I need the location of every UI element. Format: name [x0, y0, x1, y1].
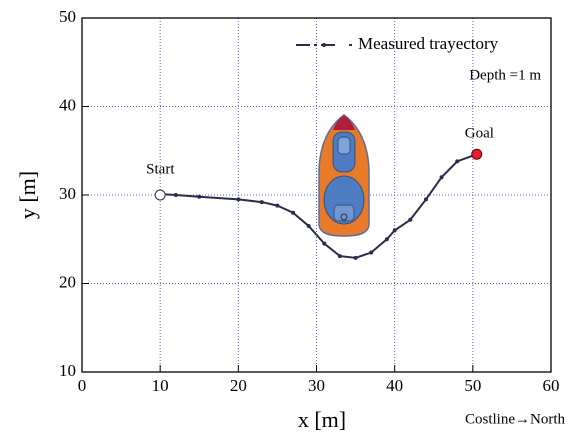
- trajectory-point: [322, 241, 327, 246]
- trajectory-point: [353, 255, 358, 260]
- trajectory-point: [259, 200, 264, 205]
- y-tick-label: 10: [59, 361, 76, 380]
- x-tick-label: 40: [386, 376, 403, 395]
- x-axis-label: x [m]: [298, 407, 346, 432]
- start-label: Start: [146, 161, 175, 177]
- trajectory-point: [306, 223, 311, 228]
- goal-marker: [471, 148, 483, 160]
- direction-note: Costline→North: [465, 411, 565, 427]
- trajectory-point: [423, 197, 428, 202]
- trajectory-point: [408, 217, 413, 222]
- y-tick-label: 40: [59, 95, 76, 114]
- x-tick-label: 10: [152, 376, 169, 395]
- trajectory-point: [439, 175, 444, 180]
- trajectory-point: [392, 228, 397, 233]
- start-marker: [154, 189, 166, 201]
- legend-label: Measured trayectory: [358, 34, 499, 53]
- trajectory-point: [291, 210, 296, 215]
- trajectory-point: [337, 254, 342, 259]
- depth-note: Depth =1 m: [469, 67, 541, 83]
- y-tick-label: 30: [59, 184, 76, 203]
- y-axis-label: y [m]: [15, 171, 40, 219]
- y-tick-label: 20: [59, 272, 76, 291]
- x-tick-label: 60: [543, 376, 560, 395]
- x-tick-label: 0: [78, 376, 87, 395]
- legend: Measured trayectory: [296, 34, 499, 53]
- trajectory-point: [275, 203, 280, 208]
- trajectory-point: [384, 237, 389, 242]
- plot-frame: [81, 17, 552, 373]
- plot: Start Goal: [146, 126, 494, 260]
- trajectory-point: [455, 159, 460, 164]
- trajectory-point: [173, 193, 178, 197]
- x-tick-label: 30: [308, 376, 325, 395]
- y-tick-label: 50: [59, 7, 76, 26]
- x-tick-label: 50: [464, 376, 481, 395]
- trajectory-point: [236, 197, 241, 202]
- boat-illustration: [318, 114, 370, 237]
- x-tick-label: 20: [230, 376, 247, 395]
- trajectory-point: [369, 250, 374, 255]
- goal-label: Goal: [465, 126, 494, 142]
- legend-dot: [322, 43, 326, 47]
- trajectory-point: [197, 194, 202, 199]
